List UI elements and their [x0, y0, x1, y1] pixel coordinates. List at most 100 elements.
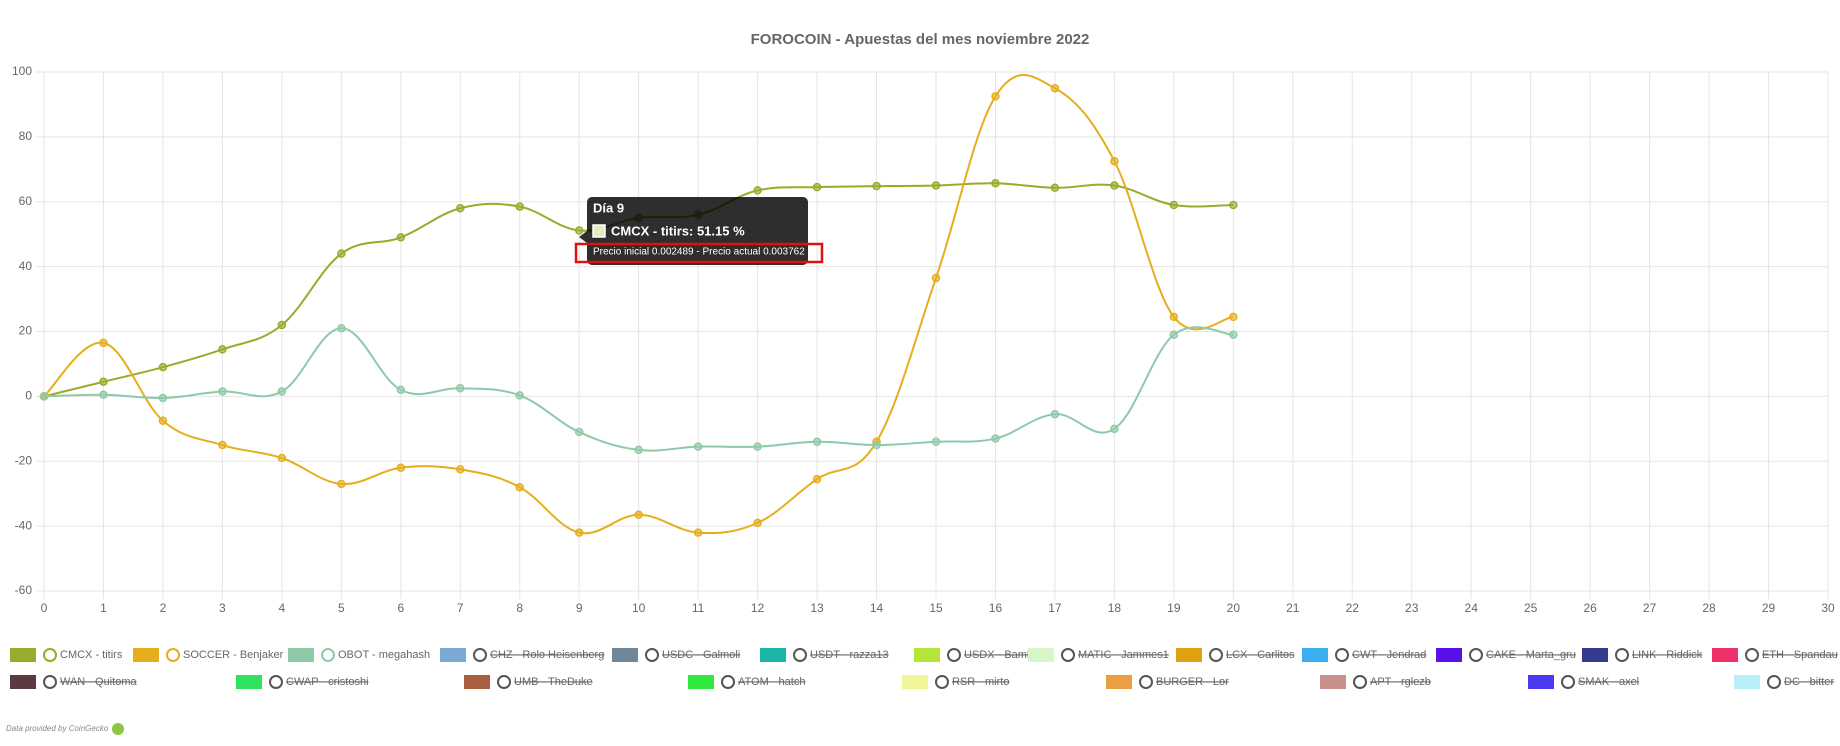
legend-label: SOCCER - Benjaker — [183, 649, 284, 661]
legend-label: CWT - Jendrad — [1352, 649, 1426, 661]
legend-item[interactable]: USDC - Galmoli — [612, 648, 740, 662]
tooltip-label: CMCX - titirs: 51.15 % — [611, 223, 745, 238]
legend-item[interactable]: SMAK - axel — [1528, 675, 1639, 689]
legend-item[interactable]: CWAP - cristoshi — [236, 675, 369, 689]
legend-item[interactable]: DC - bitter — [1734, 675, 1834, 689]
data-point — [991, 179, 1000, 188]
legend-swatch — [440, 648, 466, 662]
legend-item[interactable]: LCX - Carlitos — [1176, 648, 1295, 662]
legend-label: OBOT - megahash — [338, 649, 430, 661]
x-tick-label: 16 — [989, 601, 1003, 615]
data-point — [1110, 424, 1119, 434]
legend-icon — [1469, 648, 1483, 662]
legend-item[interactable]: CAKE - Marta_gru — [1436, 648, 1576, 662]
legend-label: WAN - Quitoma — [60, 676, 137, 688]
tooltip-caret — [579, 231, 587, 243]
data-point — [1169, 200, 1179, 210]
data-point — [99, 390, 108, 400]
x-tick-label: 3 — [219, 601, 226, 615]
x-tick-label: 17 — [1048, 601, 1062, 615]
data-point — [158, 362, 168, 372]
legend-icon — [269, 675, 283, 689]
x-tick-label: 25 — [1524, 601, 1538, 615]
legend-item[interactable]: ETH - Spandau — [1712, 648, 1838, 662]
legend-item[interactable]: UMB - TheDuke — [464, 675, 593, 689]
legend-icon — [721, 675, 735, 689]
y-tick-label: -40 — [15, 518, 33, 532]
legend-item[interactable]: USDX - Bambino — [914, 648, 1048, 662]
data-point — [634, 445, 643, 455]
data-point — [396, 385, 406, 395]
legend-label: SMAK - axel — [1578, 676, 1639, 688]
x-tick-label: 30 — [1821, 601, 1835, 615]
legend-item[interactable]: CWT - Jendrad — [1302, 648, 1426, 662]
legend-item[interactable]: APT - rglezb — [1320, 675, 1431, 689]
footer: Data provided by CoinGecko — [6, 724, 109, 733]
legend-item[interactable]: SOCCER - Benjaker — [133, 648, 284, 662]
data-point — [753, 442, 762, 451]
legend-item[interactable]: USDT - razza13 — [760, 648, 889, 662]
legend-swatch — [760, 648, 786, 662]
data-point — [99, 338, 108, 348]
coingecko-logo — [112, 723, 124, 735]
legend-icon — [1767, 675, 1781, 689]
y-tick-label: -60 — [15, 583, 33, 597]
x-tick-label: 0 — [41, 601, 48, 615]
data-point — [456, 465, 465, 474]
data-point — [931, 437, 941, 447]
legend-item[interactable]: WAN - Quitoma — [10, 675, 137, 689]
data-point — [872, 181, 881, 191]
legend-swatch — [1302, 648, 1328, 662]
legend-label: DC - bitter — [1784, 676, 1834, 688]
legend-label: USDX - Bambino — [964, 649, 1048, 661]
data-point — [158, 416, 168, 425]
legend-item[interactable]: CMCX - titirs — [10, 648, 123, 662]
legend-item[interactable]: LINK - Riddick — [1582, 648, 1703, 662]
legend-swatch — [688, 675, 714, 689]
legend-item[interactable]: CHZ - Rolo Heisenberg — [440, 648, 604, 662]
data-point — [1110, 181, 1119, 190]
data-point — [218, 387, 227, 396]
legend-item[interactable]: RSR - mirto — [902, 675, 1009, 689]
data-point — [158, 393, 168, 403]
legend-icon — [1561, 675, 1575, 689]
x-tick-label: 27 — [1643, 601, 1657, 615]
legend-label: USDT - razza13 — [810, 649, 889, 661]
data-point — [1229, 200, 1238, 210]
legend-swatch — [1712, 648, 1738, 662]
legend-item[interactable]: ATOM - hatch — [688, 675, 805, 689]
tooltip-footer: Precio inicial 0.002489 - Precio actual … — [593, 247, 805, 258]
legend-icon — [1335, 648, 1349, 662]
legend-swatch — [464, 675, 490, 689]
data-point — [1229, 312, 1238, 322]
legend-swatch — [1176, 648, 1202, 662]
data-point — [396, 463, 406, 472]
legend-label: ATOM - hatch — [738, 676, 805, 688]
x-tick-label: 1 — [100, 601, 107, 615]
legend-icon — [1139, 675, 1153, 689]
legend-label: CAKE - Marta_gru — [1486, 649, 1576, 661]
data-point — [337, 249, 346, 258]
x-tick-label: 29 — [1762, 601, 1776, 615]
data-point — [693, 528, 703, 537]
legend-label: CHZ - Rolo Heisenberg — [490, 649, 604, 661]
data-point — [515, 391, 524, 400]
data-point — [1229, 330, 1238, 339]
legend-swatch — [1106, 675, 1132, 689]
y-tick-label: 40 — [19, 259, 33, 273]
legend-label: LCX - Carlitos — [1226, 649, 1295, 661]
legend-item[interactable]: MATIC - Jammes1 — [1028, 648, 1169, 662]
x-tick-label: 12 — [751, 601, 765, 615]
legend-label: UMB - TheDuke — [514, 676, 593, 688]
x-tick-label: 15 — [929, 601, 943, 615]
legend-icon — [947, 648, 961, 662]
data-point — [574, 226, 584, 235]
x-tick-label: 8 — [516, 601, 523, 615]
legend-icon — [793, 648, 807, 662]
data-point — [277, 320, 287, 330]
data-point — [1050, 83, 1060, 93]
legend-item[interactable]: OBOT - megahash — [288, 648, 430, 662]
x-tick-label: 14 — [870, 601, 884, 615]
legend-item[interactable]: BURGER - Lor — [1106, 675, 1229, 689]
